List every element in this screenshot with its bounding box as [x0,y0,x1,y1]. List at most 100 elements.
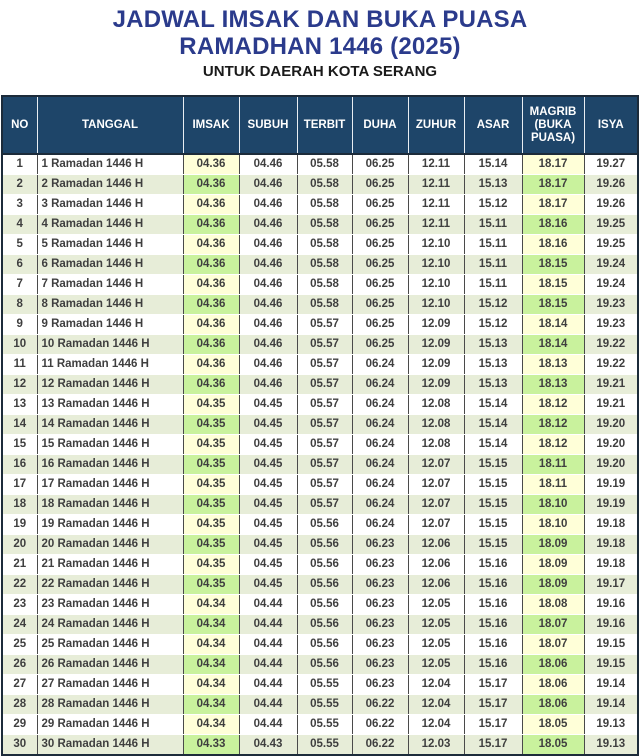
cell-tanggal: 16 Ramadan 1446 H [37,454,184,475]
cell-tanggal: 26 Ramadan 1446 H [37,654,184,675]
cell-zuhur: 12.07 [408,514,465,535]
table-row: 16 16 Ramadan 1446 H 04.35 04.45 05.57 06.24 1… [2,454,638,475]
cell-zuhur: 12.05 [408,594,465,615]
cell-duha: 06.24 [352,494,409,515]
cell-terbit: 05.57 [297,414,353,435]
cell-duha: 06.23 [352,654,409,675]
column-header-zuhur: ZUHUR [408,96,465,155]
cell-asar: 15.16 [464,654,523,675]
cell-isya: 19.18 [584,534,638,555]
cell-tanggal: 23 Ramadan 1446 H [37,594,184,615]
cell-duha: 06.25 [352,174,409,195]
cell-zuhur: 12.06 [408,574,465,595]
cell-imsak: 04.36 [183,234,240,255]
cell-magrib: 18.14 [522,334,585,355]
cell-subuh: 04.45 [239,394,298,415]
cell-zuhur: 12.10 [408,254,465,275]
cell-terbit: 05.58 [297,234,353,255]
cell-no: 5 [2,234,38,255]
cell-isya: 19.24 [584,254,638,275]
cell-duha: 06.24 [352,354,409,375]
cell-subuh: 04.45 [239,494,298,515]
cell-isya: 19.16 [584,594,638,615]
cell-no: 28 [2,694,38,715]
cell-zuhur: 12.10 [408,294,465,315]
cell-isya: 19.15 [584,634,638,655]
cell-no: 13 [2,394,38,415]
cell-duha: 06.23 [352,574,409,595]
cell-magrib: 18.15 [522,274,585,295]
table-row: 28 28 Ramadan 1446 H 04.34 04.44 05.55 06.22 1… [2,694,638,715]
cell-no: 22 [2,574,38,595]
cell-subuh: 04.45 [239,514,298,535]
cell-terbit: 05.57 [297,434,353,455]
cell-duha: 06.23 [352,594,409,615]
cell-magrib: 18.10 [522,494,585,515]
cell-imsak: 04.34 [183,594,240,615]
table-row: 25 25 Ramadan 1446 H 04.34 04.44 05.56 06.23 1… [2,634,638,655]
column-header-subuh: SUBUH [239,96,298,155]
cell-zuhur: 12.06 [408,534,465,555]
cell-tanggal: 4 Ramadan 1446 H [37,214,184,235]
cell-terbit: 05.56 [297,534,353,555]
cell-asar: 15.17 [464,714,523,735]
table-row: 18 18 Ramadan 1446 H 04.35 04.45 05.57 06.24 1… [2,494,638,515]
cell-zuhur: 12.11 [408,174,465,195]
cell-no: 6 [2,254,38,275]
cell-duha: 06.24 [352,514,409,535]
column-header-terbit: TERBIT [297,96,353,155]
cell-terbit: 05.56 [297,594,353,615]
table-row: 23 23 Ramadan 1446 H 04.34 04.44 05.56 06.23 1… [2,594,638,615]
table-header-row: NO TANGGAL IMSAK SUBUH TERBIT DUHA ZUHUR ASAR MA… [2,96,638,155]
cell-asar: 15.12 [464,314,523,335]
cell-tanggal: 9 Ramadan 1446 H [37,314,184,335]
cell-duha: 06.25 [352,214,409,235]
cell-no: 4 [2,214,38,235]
cell-imsak: 04.34 [183,694,240,715]
page-title-line1: JADWAL IMSAK DAN BUKA PUASA [112,6,528,33]
cell-imsak: 04.36 [183,294,240,315]
cell-tanggal: 27 Ramadan 1446 H [37,674,184,695]
cell-magrib: 18.06 [522,654,585,675]
table-row: 11 11 Ramadan 1446 H 04.36 04.46 05.57 06.24 1… [2,354,638,375]
cell-zuhur: 12.07 [408,454,465,475]
cell-magrib: 18.09 [522,574,585,595]
cell-terbit: 05.56 [297,574,353,595]
cell-no: 11 [2,354,38,375]
cell-imsak: 04.36 [183,174,240,195]
cell-magrib: 18.09 [522,554,585,575]
cell-isya: 19.14 [584,694,638,715]
cell-zuhur: 12.11 [408,214,465,235]
cell-terbit: 05.58 [297,214,353,235]
cell-magrib: 18.08 [522,594,585,615]
cell-tanggal: 1 Ramadan 1446 H [37,154,184,175]
cell-subuh: 04.46 [239,154,298,175]
cell-isya: 19.26 [584,174,638,195]
cell-imsak: 04.36 [183,254,240,275]
cell-subuh: 04.46 [239,314,298,335]
cell-asar: 15.17 [464,734,523,756]
table-row: 15 15 Ramadan 1446 H 04.35 04.45 05.57 06.24 1… [2,434,638,455]
cell-duha: 06.24 [352,374,409,395]
cell-duha: 06.25 [352,274,409,295]
cell-magrib: 18.13 [522,374,585,395]
cell-zuhur: 12.08 [408,434,465,455]
cell-subuh: 04.44 [239,694,298,715]
cell-asar: 15.15 [464,454,523,475]
cell-tanggal: 5 Ramadan 1446 H [37,234,184,255]
cell-asar: 15.12 [464,294,523,315]
cell-duha: 06.24 [352,394,409,415]
cell-terbit: 05.57 [297,354,353,375]
cell-tanggal: 17 Ramadan 1446 H [37,474,184,495]
cell-magrib: 18.16 [522,234,585,255]
cell-zuhur: 12.11 [408,154,465,175]
cell-no: 20 [2,534,38,555]
cell-duha: 06.24 [352,434,409,455]
cell-asar: 15.15 [464,494,523,515]
table-row: 30 30 Ramadan 1446 H 04.33 04.43 05.55 06.22 1… [2,734,638,756]
cell-duha: 06.25 [352,194,409,215]
cell-imsak: 04.36 [183,194,240,215]
